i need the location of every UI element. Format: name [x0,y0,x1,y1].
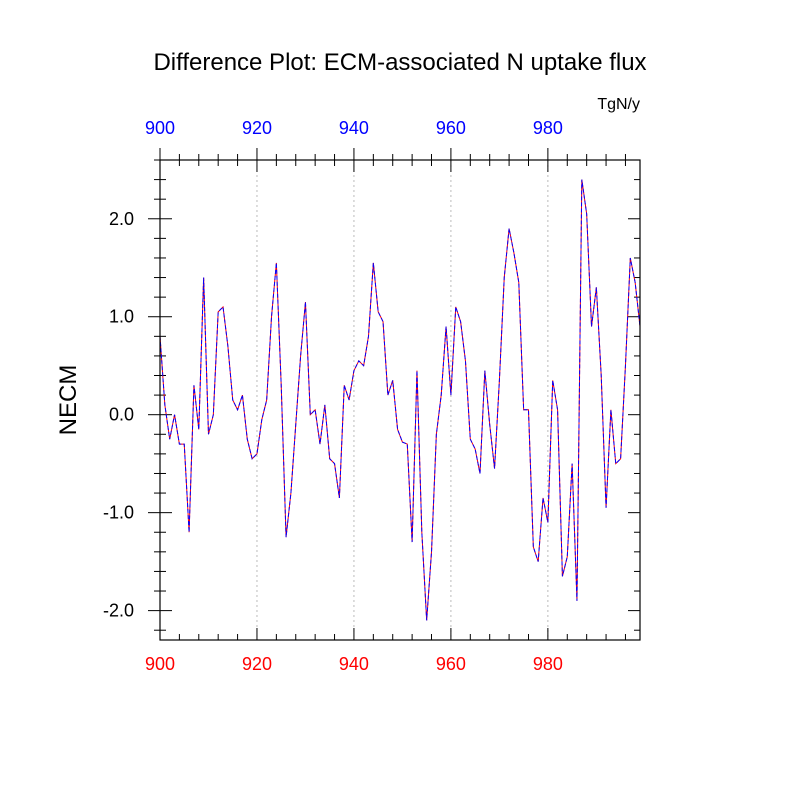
chart-title: Difference Plot: ECM-associated N uptake… [153,49,646,76]
data-series [159,179,641,621]
x-tick-label-bottom: 960 [436,654,466,674]
plot-frame [159,159,641,641]
y-tick-label: -1.0 [103,503,134,523]
x-tick-label-bottom: 980 [533,654,563,674]
y-tick-label: 2.0 [109,209,134,229]
y-tick-label: -2.0 [103,601,134,621]
y-axis-label: NECM [55,365,82,436]
x-tick-label-top: 940 [339,118,369,138]
series-line-blue [159,179,641,621]
x-tick-label-bottom: 940 [339,654,369,674]
units-label: TgN/y [597,96,640,113]
tick-labels: 900 900 920 920 940 940 960 960 980 980 2.0 1.0 0.0 -… [103,118,563,674]
x-tick-label-top: 960 [436,118,466,138]
x-tick-label-bottom: 900 [145,654,175,674]
y-tick-label: 1.0 [109,307,134,327]
series-line-red [159,179,641,621]
axis-ticks [148,148,640,640]
x-tick-label-bottom: 920 [242,654,272,674]
x-tick-label-top: 900 [145,118,175,138]
x-tick-label-top: 980 [533,118,563,138]
x-tick-label-top: 920 [242,118,272,138]
y-tick-label: 0.0 [109,405,134,425]
grid-lines [256,160,549,640]
